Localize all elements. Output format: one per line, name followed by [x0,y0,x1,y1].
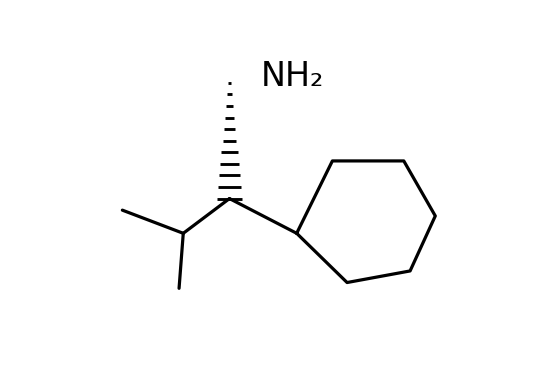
Text: NH₂: NH₂ [261,61,324,94]
